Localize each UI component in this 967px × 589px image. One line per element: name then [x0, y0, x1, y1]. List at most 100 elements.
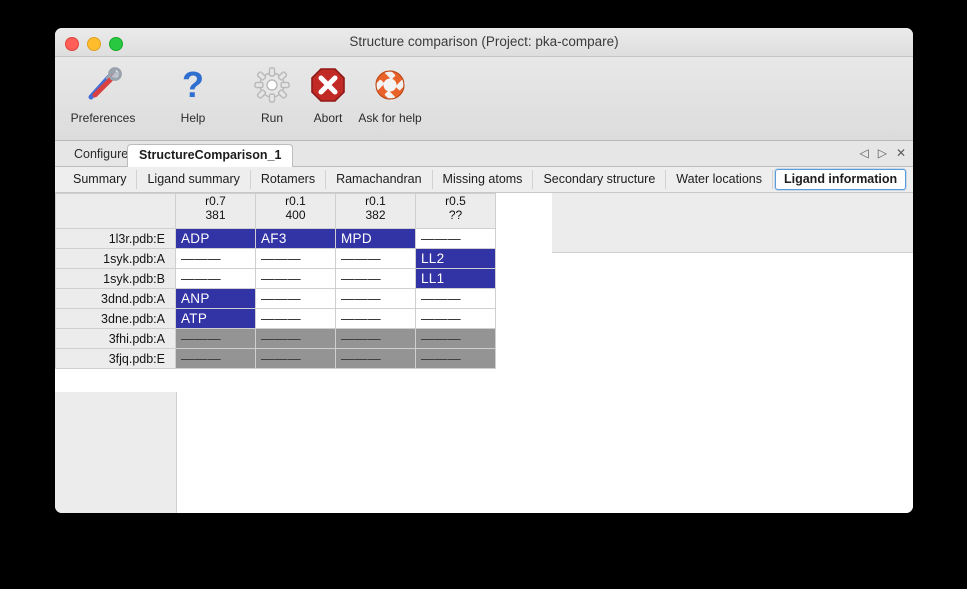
cell-1-2[interactable]: ———: [335, 248, 416, 269]
close-button[interactable]: [65, 37, 79, 51]
tab-secondary-structure[interactable]: Secondary structure: [533, 170, 667, 189]
tab-ligand-summary[interactable]: Ligand summary: [137, 170, 251, 189]
ligand-information-table-area: r0.7 381 r0.1 400 r0.1 382 r0.5: [55, 193, 913, 513]
row-header-4[interactable]: 3dne.pdb:A: [55, 308, 176, 329]
tools-icon: [60, 63, 146, 109]
cell-3-2[interactable]: ———: [335, 288, 416, 309]
ask-for-help-button[interactable]: Ask for help: [335, 63, 445, 125]
tab-b-factors[interactable]: B-factors: [908, 170, 913, 189]
cell-4-1[interactable]: ———: [255, 308, 336, 329]
window-title: Structure comparison (Project: pka-compa…: [349, 34, 619, 49]
preferences-label: Preferences: [70, 111, 136, 125]
preferences-button[interactable]: Preferences: [60, 63, 146, 125]
table-body: 1l3r.pdb:E ADP AF3 MPD ——— 1syk.pdb:A ——…: [55, 228, 496, 369]
column-header-2-line1: r0.1: [365, 194, 386, 208]
tab-configure[interactable]: Configure: [74, 147, 129, 161]
cell-6-2[interactable]: ———: [335, 348, 416, 369]
column-header-0[interactable]: r0.7 381: [175, 193, 256, 229]
tab-structurecomparison-1[interactable]: StructureComparison_1: [127, 144, 294, 167]
cell-4-3[interactable]: ———: [415, 308, 496, 329]
table-header-row: r0.7 381 r0.1 400 r0.1 382 r0.5: [55, 193, 496, 229]
column-header-0-line1: r0.7: [205, 194, 226, 208]
gear-icon: [229, 63, 315, 109]
help-button[interactable]: ? Help: [150, 63, 236, 125]
table-row: 3dne.pdb:A ATP ——— ——— ———: [55, 308, 496, 329]
column-header-3-line1: r0.5: [445, 194, 466, 208]
table-row: 3fjq.pdb:E ——— ——— ——— ———: [55, 348, 496, 369]
svg-text:?: ?: [182, 64, 204, 105]
cell-5-0[interactable]: ———: [175, 328, 256, 349]
cell-0-2[interactable]: MPD: [335, 228, 416, 249]
row-header-6[interactable]: 3fjq.pdb:E: [55, 348, 176, 369]
close-tab-icon[interactable]: ✕: [895, 146, 906, 160]
abort-button[interactable]: Abort: [285, 63, 371, 125]
column-header-3[interactable]: r0.5 ??: [415, 193, 496, 229]
table-corner-cell: [55, 193, 176, 229]
tab-summary[interactable]: Summary: [63, 170, 138, 189]
cell-1-3[interactable]: LL2: [415, 248, 496, 269]
stop-x-icon: [285, 63, 371, 109]
header-filler-band: [552, 193, 913, 253]
cell-6-3[interactable]: ———: [415, 348, 496, 369]
tab-ligand-information[interactable]: Ligand information: [774, 169, 907, 190]
cell-4-2[interactable]: ———: [335, 308, 416, 329]
next-tab-icon[interactable]: ▷: [877, 146, 887, 160]
traffic-light-group: [65, 37, 123, 51]
run-button[interactable]: Run: [229, 63, 315, 125]
row-header-2[interactable]: 1syk.pdb:B: [55, 268, 176, 289]
ask-for-help-label: Ask for help: [358, 111, 422, 125]
cell-5-3[interactable]: ———: [415, 328, 496, 349]
help-label: Help: [180, 111, 206, 125]
cell-0-3[interactable]: ———: [415, 228, 496, 249]
tab-missing-atoms[interactable]: Missing atoms: [433, 170, 534, 189]
prev-tab-icon[interactable]: ◁: [859, 146, 869, 160]
cell-6-1[interactable]: ———: [255, 348, 336, 369]
cell-6-0[interactable]: ———: [175, 348, 256, 369]
run-label: Run: [260, 111, 283, 125]
table-row: 3dnd.pdb:A ANP ——— ——— ———: [55, 288, 496, 309]
inner-tab-bar: Summary Ligand summary Rotamers Ramachan…: [55, 167, 913, 193]
cell-2-0[interactable]: ———: [175, 268, 256, 289]
cell-5-2[interactable]: ———: [335, 328, 416, 349]
window-titlebar[interactable]: Structure comparison (Project: pka-compa…: [55, 28, 913, 57]
table-row: 1syk.pdb:B ——— ——— ——— LL1: [55, 268, 496, 289]
table-head: r0.7 381 r0.1 400 r0.1 382 r0.5: [55, 193, 496, 229]
cell-2-2[interactable]: ———: [335, 268, 416, 289]
row-header-0[interactable]: 1l3r.pdb:E: [55, 228, 176, 249]
column-header-0-line2: 381: [205, 208, 226, 222]
zoom-button[interactable]: [109, 37, 123, 51]
row-header-1[interactable]: 1syk.pdb:A: [55, 248, 176, 269]
question-mark-icon: ?: [150, 63, 236, 109]
minimize-button[interactable]: [87, 37, 101, 51]
cell-3-1[interactable]: ———: [255, 288, 336, 309]
main-toolbar: Preferences ? Help: [55, 57, 913, 141]
column-header-1[interactable]: r0.1 400: [255, 193, 336, 229]
cell-1-0[interactable]: ———: [175, 248, 256, 269]
cell-3-0[interactable]: ANP: [175, 288, 256, 309]
tab-rotamers[interactable]: Rotamers: [251, 170, 327, 189]
abort-label: Abort: [313, 111, 343, 125]
outer-tab-bar: Configure StructureComparison_1 ◁ ▷ ✕: [55, 141, 913, 167]
cell-5-1[interactable]: ———: [255, 328, 336, 349]
column-header-3-line2: ??: [448, 208, 463, 222]
cell-0-0[interactable]: ADP: [175, 228, 256, 249]
column-header-2[interactable]: r0.1 382: [335, 193, 416, 229]
lifebuoy-icon: [335, 63, 445, 109]
cell-3-3[interactable]: ———: [415, 288, 496, 309]
table-row: 3fhi.pdb:A ——— ——— ——— ———: [55, 328, 496, 349]
outer-tab-controls: ◁ ▷ ✕: [859, 145, 906, 161]
tab-water-locations[interactable]: Water locations: [666, 170, 773, 189]
row-header-filler-strip: [55, 392, 177, 513]
cell-1-1[interactable]: ———: [255, 248, 336, 269]
column-header-1-line1: r0.1: [285, 194, 306, 208]
cell-2-1[interactable]: ———: [255, 268, 336, 289]
column-header-1-line2: 400: [285, 208, 306, 222]
row-header-5[interactable]: 3fhi.pdb:A: [55, 328, 176, 349]
row-header-3[interactable]: 3dnd.pdb:A: [55, 288, 176, 309]
table-row: 1l3r.pdb:E ADP AF3 MPD ———: [55, 228, 496, 249]
tab-ramachandran[interactable]: Ramachandran: [326, 170, 433, 189]
cell-2-3[interactable]: LL1: [415, 268, 496, 289]
cell-0-1[interactable]: AF3: [255, 228, 336, 249]
cell-4-0[interactable]: ATP: [175, 308, 256, 329]
